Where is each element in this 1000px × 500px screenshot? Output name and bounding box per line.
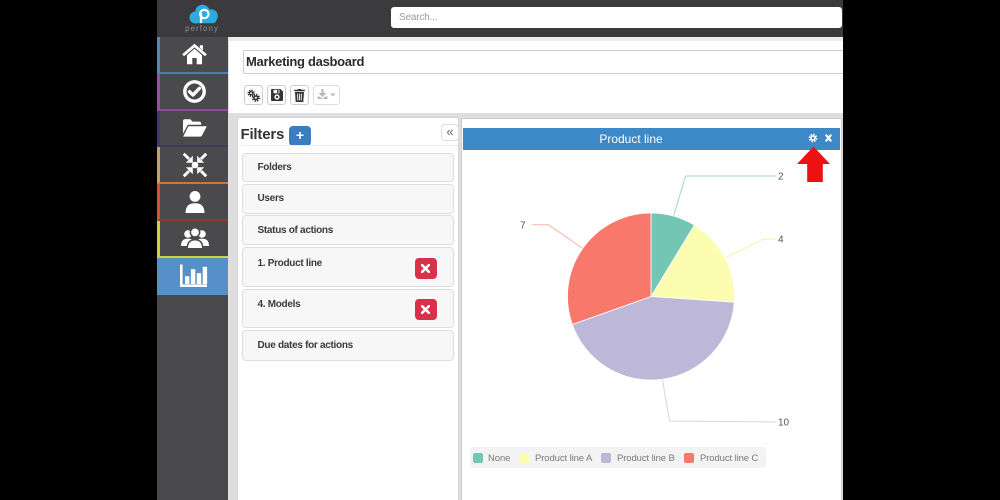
svg-text:7: 7 (520, 220, 526, 231)
svg-text:2: 2 (778, 172, 784, 183)
svg-text:10: 10 (778, 418, 790, 429)
svg-text:4: 4 (778, 235, 784, 246)
